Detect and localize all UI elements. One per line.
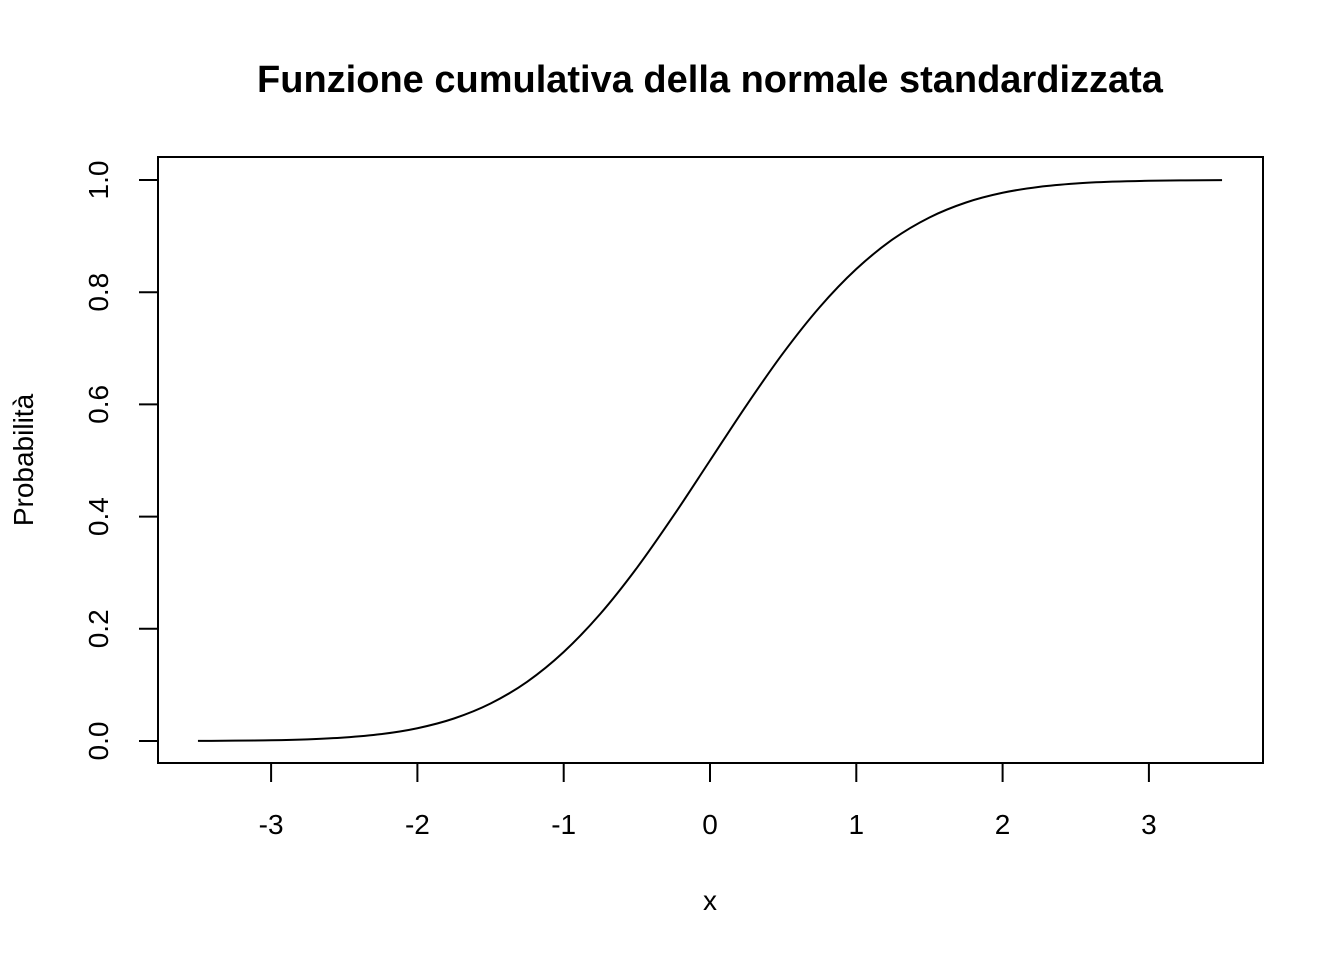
x-axis-label: x bbox=[703, 885, 717, 916]
x-tick-label: 3 bbox=[1141, 809, 1157, 840]
x-tick-label: 2 bbox=[995, 809, 1011, 840]
x-tick-label: -3 bbox=[259, 809, 284, 840]
x-tick-label: 1 bbox=[849, 809, 865, 840]
chart-title: Funzione cumulativa della normale standa… bbox=[257, 59, 1164, 101]
y-axis-label: Probabilità bbox=[8, 393, 39, 526]
x-tick-label: -2 bbox=[405, 809, 430, 840]
x-tick-label: 0 bbox=[702, 809, 718, 840]
y-tick-label: 1.0 bbox=[83, 161, 114, 200]
x-tick-label: -1 bbox=[551, 809, 576, 840]
y-tick-label: 0.4 bbox=[83, 497, 114, 536]
y-tick-label: 0.6 bbox=[83, 385, 114, 424]
y-tick-label: 0.8 bbox=[83, 273, 114, 312]
x-axis: -3 -2 -1 0 1 2 3 bbox=[259, 762, 1157, 840]
y-axis: 0.0 0.2 0.4 0.6 0.8 1.0 bbox=[83, 161, 159, 761]
cdf-series-line bbox=[197, 179, 1223, 742]
y-tick-label: 0.2 bbox=[83, 609, 114, 648]
y-tick-label: 0.0 bbox=[83, 722, 114, 761]
